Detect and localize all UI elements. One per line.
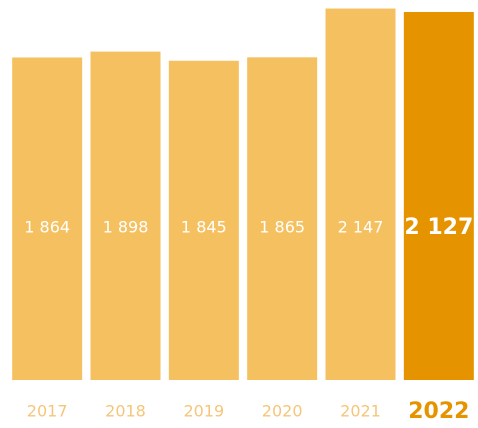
x-tick-label: 2017: [27, 402, 68, 421]
bar: [403, 11, 474, 381]
value-label: 1 898: [103, 218, 149, 237]
x-tick-label: 2022: [408, 399, 469, 424]
x-tick-label: 2019: [183, 402, 224, 421]
x-tick-label: 2021: [340, 402, 381, 421]
bar: [168, 60, 239, 380]
bar: [12, 57, 83, 380]
x-tick-label: 2020: [262, 402, 303, 421]
bar: [325, 8, 396, 380]
value-label: 1 865: [259, 218, 305, 237]
value-label: 2 127: [404, 215, 473, 240]
x-tick-label: 2018: [105, 402, 146, 421]
value-label: 2 147: [338, 218, 384, 237]
bar: [90, 51, 161, 380]
bar: [247, 57, 318, 381]
value-label: 1 864: [24, 218, 70, 237]
value-label: 1 845: [181, 218, 227, 237]
